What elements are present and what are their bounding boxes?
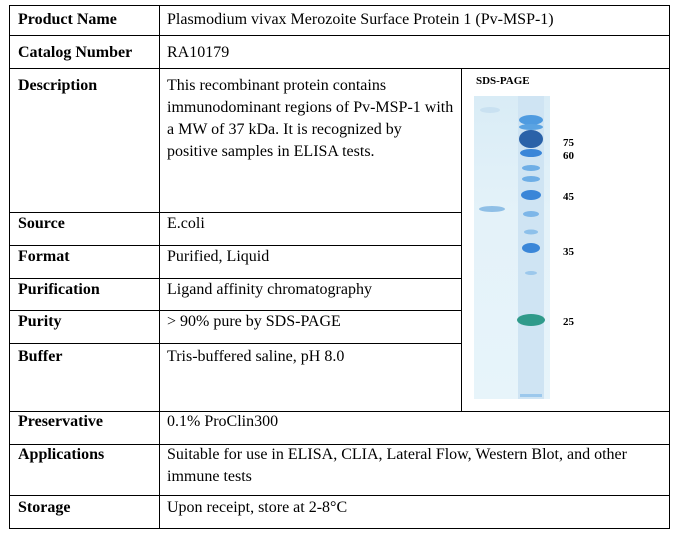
value-description: This recombinant protein contains immuno… [167,77,454,160]
value-source: E.coli [167,215,205,232]
gel-bands [479,96,545,399]
column-divider [159,6,160,528]
row-divider [10,245,462,246]
value-buffer: Tris-buffered saline, pH 8.0 [167,348,345,365]
row-divider [10,212,462,213]
label-format: Format [18,248,70,265]
value-purification: Ligand affinity chromatography [167,281,372,298]
ladder-band-75 [519,130,543,148]
value-preservative: 0.1% ProClin300 [167,413,279,430]
marker-label-60: 60 [563,150,574,162]
label-purification: Purification [18,281,100,298]
marker-label-25: 25 [563,316,574,328]
ladder-band [522,165,540,171]
product-datasheet-table [9,5,670,529]
label-buffer: Buffer [18,348,63,365]
column-divider [461,68,462,412]
row-divider [10,495,669,496]
sample-band-37kda [479,206,505,212]
ladder-band [519,124,543,130]
label-catalog-number: Catalog Number [18,44,133,61]
value-applications: Suitable for use in ELISA, CLIA, Lateral… [167,446,627,485]
ladder-band [525,271,537,275]
ladder-band [523,211,539,217]
ladder-dye-front [520,394,542,397]
ladder-band-45 [521,190,541,200]
marker-label-45: 45 [563,191,574,203]
value-purity: > 90% pure by SDS-PAGE [167,313,341,330]
label-description: Description [18,77,98,94]
ladder-band-35 [522,243,540,253]
value-storage: Upon receipt, store at 2-8°C [167,499,348,516]
sample-smear [480,107,500,113]
row-divider [10,278,462,279]
label-applications: Applications [18,446,105,463]
label-product-name: Product Name [18,11,117,28]
gel-title: SDS-PAGE [476,75,530,87]
ladder-band [519,115,543,125]
label-preservative: Preservative [18,413,103,430]
row-divider [10,35,669,36]
row-divider [10,310,462,311]
marker-label-35: 35 [563,246,574,258]
value-format: Purified, Liquid [167,248,270,265]
ladder-band [524,229,538,235]
row-divider [10,411,669,412]
row-divider [10,444,669,445]
ladder-band-60 [520,149,542,157]
value-catalog-number: RA10179 [167,44,230,61]
value-product-name: Plasmodium vivax Merozoite Surface Prote… [167,11,554,28]
ladder-band [522,176,540,182]
marker-label-75: 75 [563,137,574,149]
row-divider [10,68,669,69]
label-source: Source [18,215,65,232]
row-divider [10,343,462,344]
label-purity: Purity [18,313,62,330]
sds-page-gel-image [474,96,550,399]
label-storage: Storage [18,499,71,516]
ladder-band-25 [517,314,545,326]
